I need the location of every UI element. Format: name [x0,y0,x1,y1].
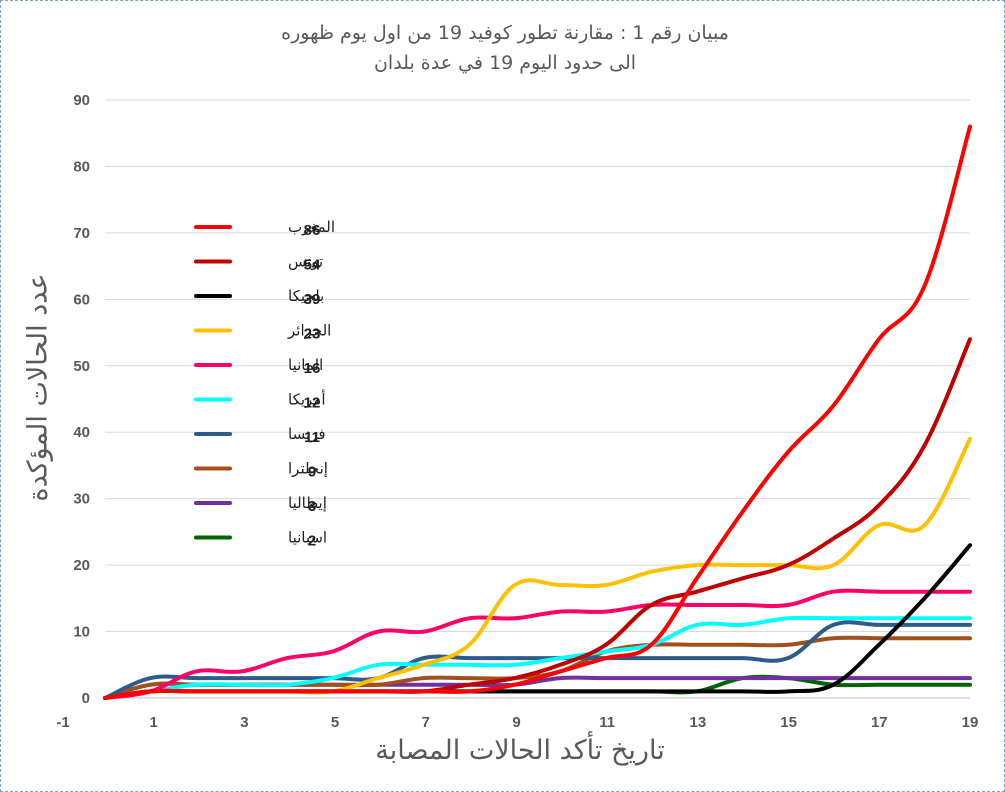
x-tick-3: 3 [240,714,248,731]
y-tick-80: 80 [73,158,90,175]
y-tick-10: 10 [73,624,90,641]
y-tick-50: 50 [73,358,90,375]
series-line-0 [103,124,972,700]
legend-value-3: 23 [304,326,321,343]
series-line-4 [103,588,972,700]
x-tick-1: 1 [150,714,158,731]
y-tick-70: 70 [73,225,90,242]
legend-value-4: 16 [304,360,321,377]
legend: المغرب86تونس54بلجيكا39الجزائر23المانيا16… [194,218,335,550]
chart-title: مبيان رقم 1 : مقارنة تطور كوفيد 19 من او… [255,18,755,78]
y-tick-40: 40 [73,424,90,441]
legend-label-3: الجزائر [287,322,331,340]
gridlines [105,99,970,699]
legend-label-5: أمريكا [288,390,326,409]
legend-value-0: 86 [304,222,321,239]
legend-value-6: 11 [304,429,320,446]
legend-label-4: المانيا [288,356,323,374]
x-tick-11: 11 [599,714,615,731]
y-tick-90: 90 [73,92,90,109]
y-tick-labels: 0 10 20 30 40 50 60 70 80 90 [73,92,90,707]
series-lines [103,124,972,700]
legend-label-6: فرنسا [288,425,326,443]
legend-value-9: 2 [308,533,316,550]
chart-title-line2: الى حدود اليوم 19 في عدة بلدان [373,52,637,74]
x-tick-5: 5 [331,714,339,731]
x-tick-9: 9 [512,714,520,731]
series-line-5 [103,615,972,700]
y-tick-30: 30 [73,491,90,508]
series-line-6 [103,620,972,700]
legend-value-2: 39 [304,291,321,308]
chart-title-line1: مبيان رقم 1 : مقارنة تطور كوفيد 19 من او… [281,22,729,44]
x-tick-17: 17 [871,714,888,731]
legend-label-7: إنجلترا [288,460,328,478]
x-axis-label: تاريخ تأكد الحالات المصابة [375,735,665,766]
legend-value-7: 9 [308,464,316,481]
legend-label-8: إيطاليا [288,494,327,512]
legend-value-1: 54 [304,257,321,274]
series-line-1 [103,337,972,700]
x-tick-labels: -1 1 3 5 7 9 11 13 15 17 19 [56,714,978,731]
legend-label-9: اسبانيا [288,529,327,547]
x-tick-13: 13 [690,714,707,731]
y-tick-20: 20 [73,557,90,574]
legend-label-1: تونس [288,253,323,271]
x-tick-7: 7 [422,714,430,731]
x-tick-15: 15 [780,714,797,731]
legend-label-2: بلجيكا [288,287,324,305]
x-tick-19: 19 [962,714,979,731]
legend-value-5: 12 [304,395,321,412]
y-tick-60: 60 [73,291,90,308]
x-tick--1: -1 [56,714,69,731]
legend-label-0: المغرب [288,218,335,236]
legend-value-8: 3 [308,498,316,515]
series-line-7 [103,635,972,700]
y-tick-0: 0 [82,690,90,707]
